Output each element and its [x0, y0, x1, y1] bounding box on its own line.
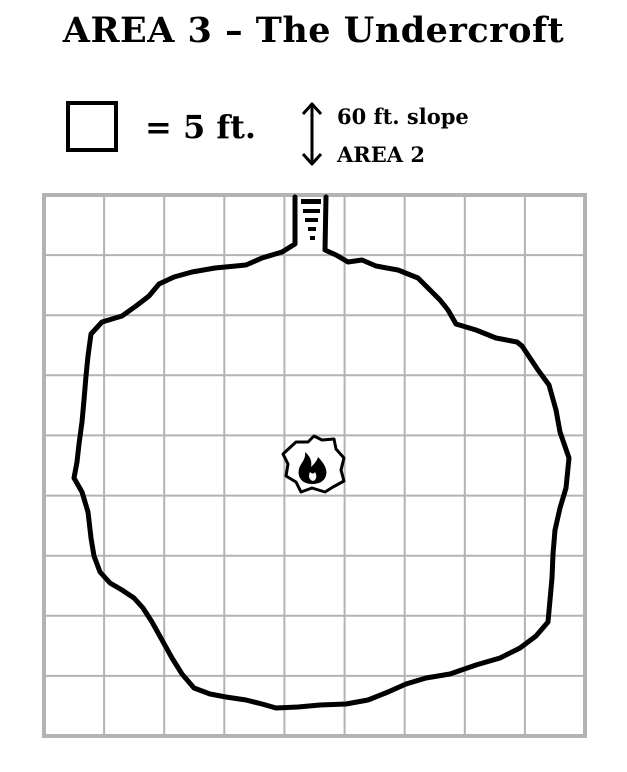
fire-icon [281, 434, 346, 494]
slope-label: 60 ft. slope [337, 104, 469, 129]
up-down-arrow-icon [301, 102, 323, 166]
map-legend: = 5 ft. 60 ft. slope AREA 2 [0, 0, 627, 190]
destination-label: AREA 2 [337, 142, 425, 167]
page-title: AREA 3 – The Undercroft [62, 10, 565, 51]
stairs-icon [301, 199, 321, 240]
grid-square-icon [66, 101, 118, 152]
map-grid [42, 193, 587, 738]
scale-label: = 5 ft. [145, 108, 257, 146]
cave-wall [71, 194, 572, 711]
